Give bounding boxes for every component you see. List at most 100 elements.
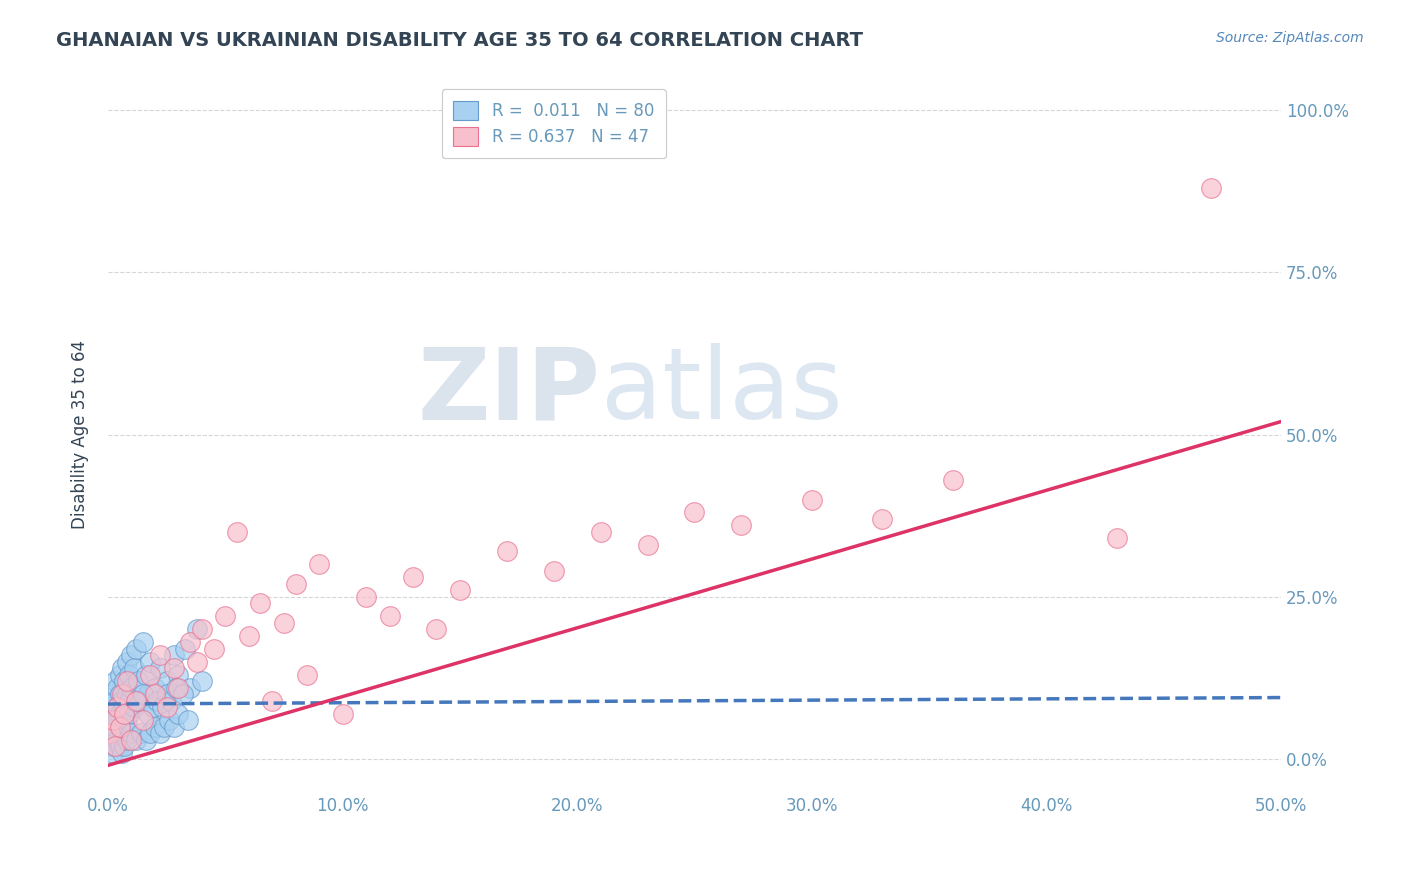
Point bbox=[101, 713, 124, 727]
Point bbox=[101, 726, 124, 740]
Point bbox=[98, 720, 121, 734]
Point bbox=[101, 706, 124, 721]
Point bbox=[332, 706, 354, 721]
Point bbox=[139, 726, 162, 740]
Point bbox=[132, 713, 155, 727]
Point bbox=[172, 687, 194, 701]
Point bbox=[143, 681, 166, 695]
Text: ZIP: ZIP bbox=[418, 343, 600, 441]
Point bbox=[297, 668, 319, 682]
Point bbox=[108, 706, 131, 721]
Point bbox=[354, 590, 377, 604]
Text: GHANAIAN VS UKRAINIAN DISABILITY AGE 35 TO 64 CORRELATION CHART: GHANAIAN VS UKRAINIAN DISABILITY AGE 35 … bbox=[56, 31, 863, 50]
Point bbox=[284, 577, 307, 591]
Point bbox=[163, 648, 186, 663]
Point bbox=[105, 700, 128, 714]
Point bbox=[115, 732, 138, 747]
Point bbox=[108, 720, 131, 734]
Point bbox=[98, 732, 121, 747]
Point bbox=[112, 706, 135, 721]
Point bbox=[167, 668, 190, 682]
Point bbox=[186, 655, 208, 669]
Point bbox=[104, 694, 127, 708]
Point bbox=[156, 674, 179, 689]
Point bbox=[125, 732, 148, 747]
Point bbox=[98, 739, 121, 754]
Point bbox=[142, 700, 165, 714]
Point bbox=[118, 668, 141, 682]
Text: atlas: atlas bbox=[600, 343, 842, 441]
Point bbox=[111, 726, 134, 740]
Point bbox=[98, 700, 121, 714]
Point bbox=[104, 739, 127, 754]
Point bbox=[101, 687, 124, 701]
Point bbox=[378, 609, 401, 624]
Point bbox=[127, 674, 149, 689]
Point bbox=[105, 681, 128, 695]
Point bbox=[177, 713, 200, 727]
Point bbox=[118, 706, 141, 721]
Point bbox=[153, 720, 176, 734]
Point bbox=[112, 739, 135, 754]
Point bbox=[122, 700, 145, 714]
Point bbox=[163, 720, 186, 734]
Point bbox=[149, 661, 172, 675]
Point bbox=[115, 655, 138, 669]
Point bbox=[160, 694, 183, 708]
Point bbox=[214, 609, 236, 624]
Point bbox=[127, 694, 149, 708]
Point bbox=[191, 623, 214, 637]
Point bbox=[104, 713, 127, 727]
Point bbox=[402, 570, 425, 584]
Point bbox=[167, 706, 190, 721]
Point bbox=[132, 687, 155, 701]
Legend: R =  0.011   N = 80, R = 0.637   N = 47: R = 0.011 N = 80, R = 0.637 N = 47 bbox=[441, 89, 665, 158]
Point bbox=[449, 583, 471, 598]
Point bbox=[136, 706, 159, 721]
Point bbox=[156, 687, 179, 701]
Point bbox=[186, 623, 208, 637]
Point bbox=[308, 558, 330, 572]
Point bbox=[238, 629, 260, 643]
Point bbox=[589, 524, 612, 539]
Point bbox=[111, 661, 134, 675]
Point bbox=[425, 623, 447, 637]
Point bbox=[157, 713, 180, 727]
Point bbox=[111, 746, 134, 760]
Text: Source: ZipAtlas.com: Source: ZipAtlas.com bbox=[1216, 31, 1364, 45]
Point bbox=[105, 732, 128, 747]
Point bbox=[150, 700, 173, 714]
Point bbox=[163, 661, 186, 675]
Point bbox=[179, 681, 201, 695]
Point bbox=[125, 694, 148, 708]
Point bbox=[108, 739, 131, 754]
Point bbox=[115, 713, 138, 727]
Point bbox=[129, 694, 152, 708]
Point bbox=[120, 681, 142, 695]
Point bbox=[139, 668, 162, 682]
Point bbox=[115, 687, 138, 701]
Point bbox=[135, 732, 157, 747]
Point bbox=[249, 596, 271, 610]
Point bbox=[108, 687, 131, 701]
Point bbox=[179, 635, 201, 649]
Point bbox=[115, 674, 138, 689]
Point bbox=[146, 694, 169, 708]
Point bbox=[105, 700, 128, 714]
Point bbox=[112, 720, 135, 734]
Point bbox=[112, 674, 135, 689]
Point bbox=[112, 700, 135, 714]
Point bbox=[683, 506, 706, 520]
Point bbox=[139, 655, 162, 669]
Point bbox=[101, 726, 124, 740]
Point bbox=[122, 700, 145, 714]
Point bbox=[941, 473, 963, 487]
Point bbox=[174, 641, 197, 656]
Point bbox=[132, 635, 155, 649]
Point bbox=[1105, 532, 1128, 546]
Point bbox=[167, 681, 190, 695]
Point bbox=[637, 538, 659, 552]
Point bbox=[136, 687, 159, 701]
Point bbox=[149, 648, 172, 663]
Point bbox=[135, 668, 157, 682]
